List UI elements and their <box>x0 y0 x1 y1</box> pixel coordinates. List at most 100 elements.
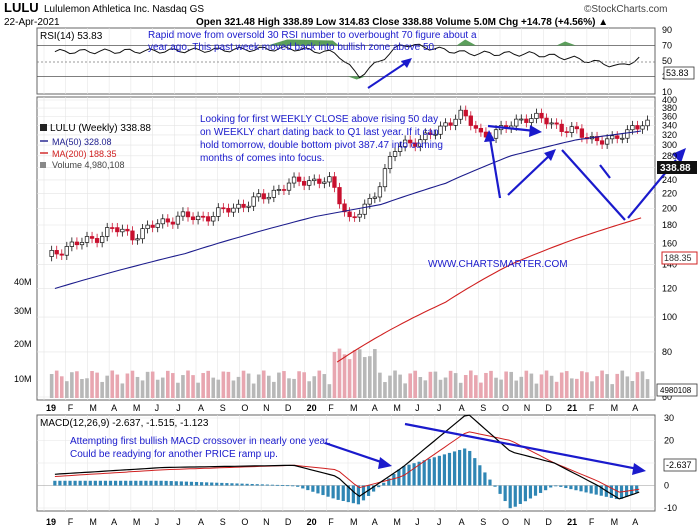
macd-histogram-bar <box>523 485 527 502</box>
macd-histogram-bar <box>316 485 320 494</box>
rsi-tick-label: 10 <box>662 87 672 97</box>
date-tick-label: F <box>589 517 595 527</box>
date-tick-label: D <box>285 517 292 527</box>
volume-bar <box>160 377 165 398</box>
candle-body <box>286 182 292 191</box>
candle-body <box>493 129 499 139</box>
candle-body <box>281 189 287 191</box>
macd-histogram-bar <box>220 482 224 486</box>
legend-volume: Volume 4,980,108 <box>52 160 125 170</box>
candle-body <box>382 168 388 188</box>
candle-body <box>473 125 478 129</box>
macd-histogram-bar <box>498 485 502 494</box>
macd-histogram-bar <box>417 461 421 486</box>
volume-bar <box>150 371 155 398</box>
macd-histogram-bar <box>230 483 234 486</box>
macd-value-badge: -2.637 <box>666 460 692 470</box>
macd-tick-label: -10 <box>664 503 677 513</box>
volume-bar <box>625 376 630 398</box>
price-tick-label: 100 <box>662 312 677 322</box>
price-tick-label: 120 <box>662 283 677 293</box>
rsi-arrow <box>367 59 411 89</box>
macd-histogram-bar <box>311 485 315 492</box>
date-tick-label: 20 <box>307 517 317 527</box>
date-tick-label: N <box>524 403 531 413</box>
volume-bar <box>443 377 448 398</box>
volume-bar <box>110 370 115 398</box>
candle-body <box>610 135 615 140</box>
price-tick-label: 320 <box>662 130 677 140</box>
macd-histogram-bar <box>53 480 57 486</box>
ma50-line <box>54 130 642 290</box>
macd-histogram-bar <box>210 482 214 486</box>
date-tick-label: M <box>89 403 97 413</box>
candle-body <box>175 215 181 225</box>
macd-histogram-bar <box>488 479 492 486</box>
candle-body <box>468 115 473 126</box>
candle-body <box>357 213 362 218</box>
macd-histogram-bar <box>119 480 123 486</box>
price-annotation-line-2: on WEEKLY chart dating back to Q1 last y… <box>200 127 439 138</box>
date-tick-label: J <box>155 403 160 413</box>
macd-histogram-bar <box>296 485 300 487</box>
macd-histogram-bar <box>392 473 396 486</box>
candle-body <box>74 241 80 246</box>
date-tick-label: F <box>328 403 334 413</box>
macd-histogram-bar <box>579 485 583 492</box>
date-tick-label: 21 <box>567 403 577 413</box>
macd-histogram-bar <box>544 485 548 491</box>
volume-bar <box>59 376 64 398</box>
macd-histogram-bar <box>437 455 441 486</box>
macd-histogram-bar <box>184 481 189 486</box>
volume-bar <box>378 372 382 398</box>
bottom-date-axis: 19 F M A M J J A S O N D 20 F M A M J J A S O N D 21 F M A <box>46 517 638 527</box>
macd-histogram-bar <box>493 485 497 487</box>
candle-body <box>54 250 59 255</box>
macd-arrowhead-left <box>378 457 392 469</box>
volume-badge: 4980108 <box>660 386 692 395</box>
volume-bar <box>398 374 402 398</box>
date-tick-label: J <box>415 517 420 527</box>
legend-lulu: LULU (Weekly) 338.88 <box>50 123 151 134</box>
macd-histogram-bar <box>635 485 639 493</box>
candle-body <box>89 236 95 239</box>
candle-body <box>64 246 69 256</box>
macd-histogram-bar <box>205 482 209 486</box>
arrow-down-left <box>488 137 502 199</box>
volume-bar <box>388 375 392 398</box>
macd-histogram-bar <box>270 484 275 486</box>
volume-bar <box>569 378 574 398</box>
macd-histogram-bar <box>154 480 158 486</box>
volume-bar <box>357 349 362 398</box>
volume-bar <box>261 370 266 398</box>
date-tick-label: M <box>133 517 141 527</box>
arrowhead-up-right <box>672 148 686 163</box>
rsi-line <box>54 43 640 79</box>
date-tick-label: S <box>480 403 486 413</box>
date-tick-label: O <box>502 403 509 413</box>
macd-histogram-bar <box>447 452 452 486</box>
volume-bar <box>272 381 276 398</box>
macd-histogram-bar <box>518 485 522 504</box>
volume-bar <box>236 376 241 398</box>
rsi-value-badge: 53.83 <box>666 68 689 78</box>
macd-histogram-bar <box>73 480 77 486</box>
price-tick-label: 340 <box>662 120 677 130</box>
volume-tick-label: 30M <box>14 306 32 316</box>
candle-body <box>120 228 125 233</box>
candle-body <box>337 187 342 205</box>
macd-histogram-bar <box>442 454 447 486</box>
date-tick-label: J <box>437 403 442 413</box>
price-tick-label: 60 <box>662 392 672 402</box>
volume-tick-label: 10M <box>14 374 32 384</box>
date-tick-label: F <box>328 517 334 527</box>
volume-bar <box>428 371 433 398</box>
legend-ma50: MA(50) 328.08 <box>52 137 112 147</box>
macd-histogram-bar <box>614 485 619 500</box>
candle-body <box>443 122 448 127</box>
rsi-tick-label: 50 <box>662 56 672 66</box>
quote-line: Open 321.48 High 338.89 Low 314.83 Close… <box>196 17 608 28</box>
candle-body <box>226 207 231 213</box>
macd-histogram-bar <box>377 485 381 488</box>
candle-body <box>327 176 332 183</box>
